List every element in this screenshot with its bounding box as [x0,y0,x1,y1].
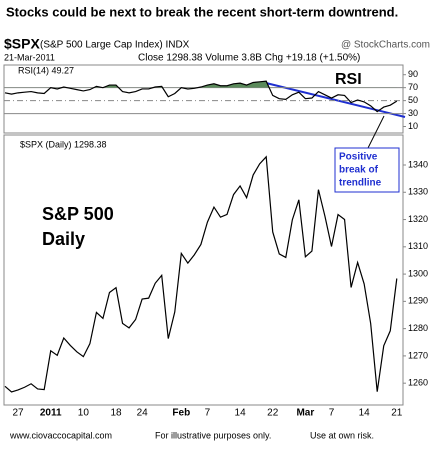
trendline [265,82,406,118]
source: @ StockCharts.com [341,40,430,51]
date: 21-Mar-2011 [4,52,55,62]
annotation: S&P 500 [42,204,114,224]
callout-box [334,147,400,193]
rsi-legend: RSI(14) 49.27 [18,65,74,75]
footer: Use at own risk. [310,430,374,440]
y-tick-label: 70 [408,82,418,92]
symbol: $SPX [4,36,40,52]
x-tick-label: 24 [137,408,149,419]
x-tick-label: Feb [172,408,190,419]
overbought-area [61,81,270,88]
x-tick-label: 7 [205,408,211,419]
symbol-name: (S&P 500 Large Cap Index) INDX [40,40,190,51]
rsi-annotation: RSI [335,71,362,88]
callout: Positive [339,152,378,163]
price-panel [3,134,404,406]
x-tick-label: 2011 [40,408,62,419]
y-tick-label: 10 [408,121,418,131]
y-tick-label: 1300 [408,268,428,278]
rsi-panel [3,64,404,134]
x-tick-label: Mar [296,408,314,419]
footer: For illustrative purposes only. [155,430,271,440]
x-tick-label: 21 [391,408,403,419]
y-tick-label: 1330 [408,187,428,197]
x-tick-label: 18 [110,408,122,419]
x-tick-label: 27 [12,408,24,419]
y-tick-label: 1310 [408,241,428,251]
callout-arrow [367,115,385,149]
title: Stocks could be next to break the recent… [6,4,398,19]
x-tick-label: 14 [235,408,247,419]
footer: www.ciovaccocapital.com [9,430,112,440]
y-tick-label: 50 [408,95,418,105]
y-tick-label: 1290 [408,296,428,306]
y-tick-label: 1340 [408,159,428,169]
y-tick-label: 90 [408,69,418,79]
y-tick-label: 30 [408,108,418,118]
x-tick-label: 22 [267,408,279,419]
callout: trendline [339,178,382,189]
y-tick-label: 1280 [408,323,428,333]
x-tick-label: 7 [329,408,335,419]
y-tick-label: 1270 [408,350,428,360]
line [4,155,398,393]
callout: break of [339,165,379,176]
x-tick-label: 10 [78,408,90,419]
line [4,80,398,113]
annotation: Daily [42,229,85,249]
y-tick-label: 1260 [408,378,428,388]
x-tick-label: 14 [359,408,371,419]
price-legend: $SPX (Daily) 1298.38 [20,139,107,149]
y-tick-label: 1320 [408,214,428,224]
stats: Close 1298.38 Volume 3.8B Chg +19.18 (+1… [138,53,360,64]
